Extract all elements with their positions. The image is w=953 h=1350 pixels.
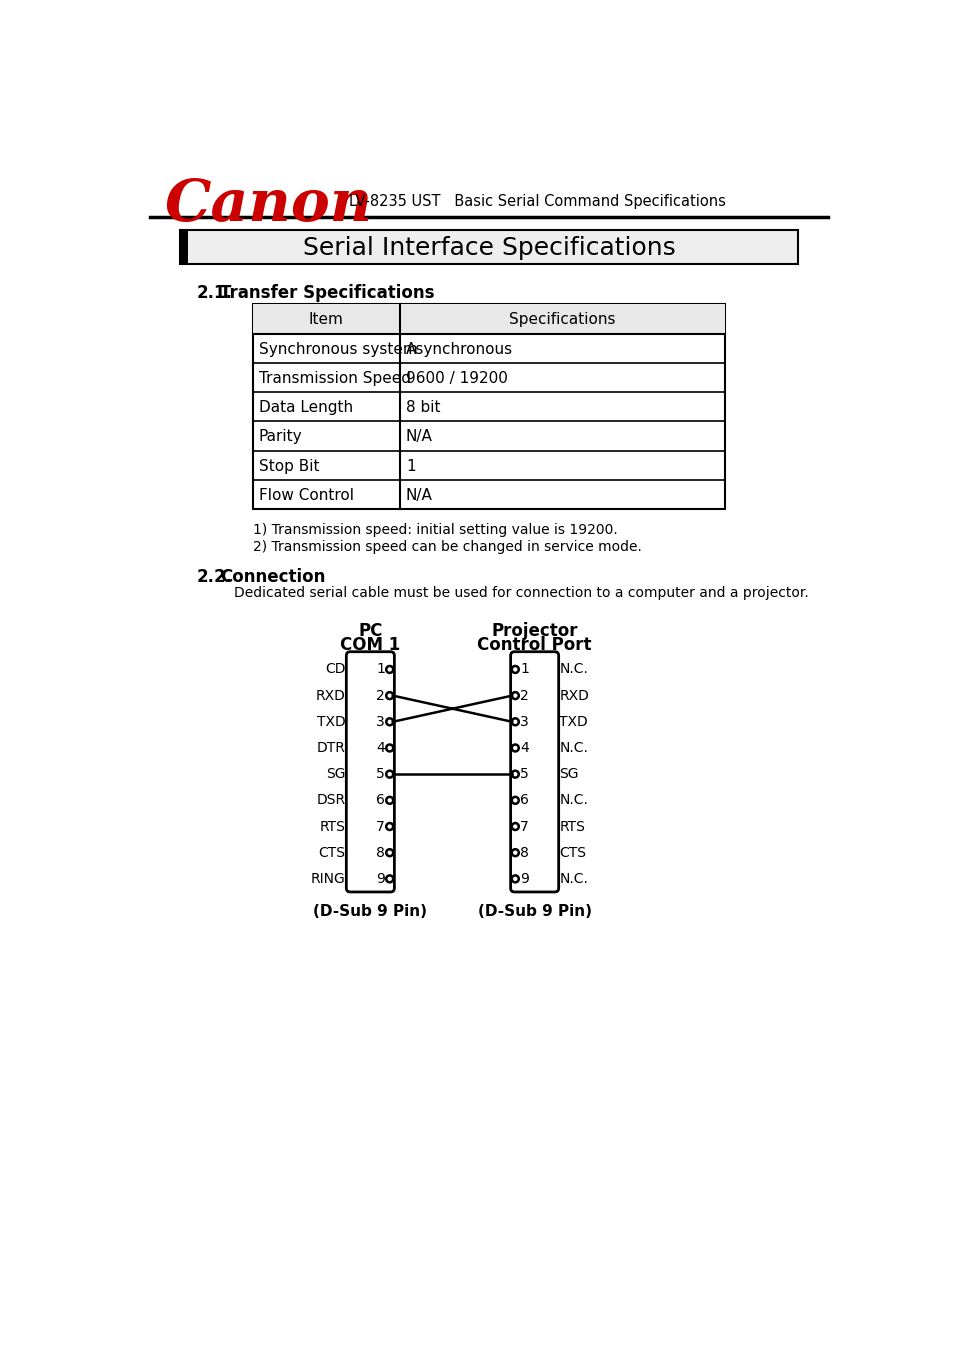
Text: N.C.: N.C.: [558, 872, 588, 886]
FancyBboxPatch shape: [510, 652, 558, 892]
Text: Projector: Projector: [491, 622, 578, 640]
Text: TXD: TXD: [316, 714, 345, 729]
Text: 1: 1: [519, 663, 529, 676]
Text: Asynchronous: Asynchronous: [406, 342, 513, 356]
Text: 8: 8: [519, 845, 529, 860]
Text: RING: RING: [311, 872, 345, 886]
Text: N/A: N/A: [406, 429, 433, 444]
Text: RXD: RXD: [558, 688, 589, 702]
Text: Dedicated serial cable must be used for connection to a computer and a projector: Dedicated serial cable must be used for …: [233, 586, 808, 601]
FancyBboxPatch shape: [253, 305, 724, 333]
Text: 9600 / 19200: 9600 / 19200: [406, 371, 507, 386]
Text: DSR: DSR: [316, 794, 345, 807]
Text: N.C.: N.C.: [558, 794, 588, 807]
Text: TXD: TXD: [558, 714, 588, 729]
Text: RTS: RTS: [319, 819, 345, 833]
Text: SG: SG: [326, 767, 345, 782]
Text: 7: 7: [375, 819, 384, 833]
Text: 5: 5: [519, 767, 528, 782]
Text: Control Port: Control Port: [476, 636, 591, 653]
FancyBboxPatch shape: [179, 230, 798, 263]
Text: 3: 3: [519, 714, 528, 729]
Text: Transmission Speed: Transmission Speed: [258, 371, 411, 386]
FancyBboxPatch shape: [346, 652, 394, 892]
Text: Connection: Connection: [220, 568, 325, 586]
Text: Serial Interface Specifications: Serial Interface Specifications: [302, 236, 675, 261]
FancyBboxPatch shape: [253, 305, 724, 509]
Text: 5: 5: [375, 767, 384, 782]
Text: 2.1.: 2.1.: [196, 284, 233, 301]
Text: Item: Item: [309, 312, 343, 327]
Text: CD: CD: [325, 663, 345, 676]
Text: 8 bit: 8 bit: [406, 400, 440, 416]
Text: 2) Transmission speed can be changed in service mode.: 2) Transmission speed can be changed in …: [253, 540, 640, 553]
Text: 2.2.: 2.2.: [196, 568, 233, 586]
Text: DTR: DTR: [316, 741, 345, 755]
Text: (D-Sub 9 Pin): (D-Sub 9 Pin): [313, 903, 427, 918]
Text: Specifications: Specifications: [509, 312, 615, 327]
Text: 7: 7: [519, 819, 528, 833]
FancyBboxPatch shape: [179, 230, 188, 263]
Text: N.C.: N.C.: [558, 741, 588, 755]
Text: Parity: Parity: [258, 429, 302, 444]
Text: 2: 2: [519, 688, 528, 702]
Text: (D-Sub 9 Pin): (D-Sub 9 Pin): [477, 903, 591, 918]
Text: RXD: RXD: [315, 688, 345, 702]
Text: CTS: CTS: [558, 845, 586, 860]
Text: 6: 6: [375, 794, 384, 807]
Text: 4: 4: [519, 741, 528, 755]
Text: Stop Bit: Stop Bit: [258, 459, 319, 474]
Text: 2: 2: [375, 688, 384, 702]
Text: COM 1: COM 1: [340, 636, 400, 653]
Text: PC: PC: [357, 622, 382, 640]
Text: Transfer Specifications: Transfer Specifications: [220, 284, 434, 301]
Text: 9: 9: [375, 872, 384, 886]
Text: Canon: Canon: [164, 177, 372, 234]
Text: 1: 1: [406, 459, 416, 474]
Text: LV-8235 UST   Basic Serial Command Specifications: LV-8235 UST Basic Serial Command Specifi…: [349, 194, 725, 209]
Text: 1: 1: [375, 663, 384, 676]
Text: CTS: CTS: [318, 845, 345, 860]
Text: 3: 3: [375, 714, 384, 729]
Text: 1) Transmission speed: initial setting value is 19200.: 1) Transmission speed: initial setting v…: [253, 524, 617, 537]
Text: 8: 8: [375, 845, 384, 860]
Text: 4: 4: [375, 741, 384, 755]
Text: 9: 9: [519, 872, 529, 886]
Text: N/A: N/A: [406, 487, 433, 504]
Text: Flow Control: Flow Control: [258, 487, 354, 504]
Text: 6: 6: [519, 794, 529, 807]
Text: Synchronous system: Synchronous system: [258, 342, 417, 356]
Text: N.C.: N.C.: [558, 663, 588, 676]
Text: SG: SG: [558, 767, 578, 782]
Text: RTS: RTS: [558, 819, 585, 833]
Text: Data Length: Data Length: [258, 400, 353, 416]
